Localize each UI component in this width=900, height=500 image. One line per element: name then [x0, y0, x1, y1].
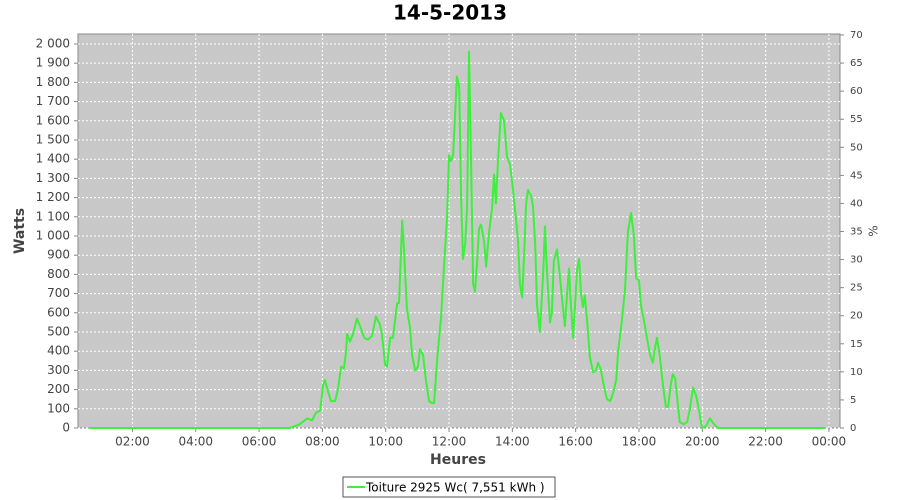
y-tick-label: 500 — [47, 324, 70, 338]
y-tick-label: 300 — [47, 363, 70, 377]
y2-tick-label: 45 — [850, 170, 863, 181]
y-tick-label: 1 100 — [36, 209, 70, 223]
y2-tick-label: 60 — [850, 86, 863, 97]
y-tick-label: 400 — [47, 344, 70, 358]
x-tick-label: 20:00 — [685, 435, 720, 449]
x-tick-label: 16:00 — [558, 435, 593, 449]
chart-title: 14-5-2013 — [393, 1, 507, 25]
y-tick-label: 800 — [47, 267, 70, 281]
y2-tick-label: 10 — [850, 367, 863, 378]
y-axis-label: Watts — [12, 208, 28, 254]
x-axis-label: Heures — [430, 452, 486, 468]
x-tick-label: 18:00 — [622, 435, 657, 449]
y-tick-label: 100 — [47, 401, 70, 415]
y-tick-label: 1 900 — [36, 56, 70, 70]
y2-tick-label: 70 — [850, 30, 863, 41]
y2-tick-label: 30 — [850, 255, 863, 266]
y2-tick-label: 25 — [850, 283, 863, 294]
y-tick-label: 1 200 — [36, 190, 70, 204]
y2-tick-label: 0 — [850, 423, 856, 434]
y-tick-label: 600 — [47, 305, 70, 319]
y2-tick-label: 55 — [850, 114, 863, 125]
y-tick-label: 1 800 — [36, 75, 70, 89]
x-tick-label: 00:00 — [812, 435, 847, 449]
y-tick-label: 900 — [47, 248, 70, 262]
x-tick-label: 22:00 — [748, 435, 783, 449]
y-tick-label: 200 — [47, 382, 70, 396]
y2-tick-label: 50 — [850, 142, 863, 153]
y-tick-label: 1 700 — [36, 94, 70, 108]
y2-tick-label: 5 — [850, 395, 856, 406]
x-tick-label: 12:00 — [432, 435, 467, 449]
legend — [342, 476, 556, 498]
y2-tick-label: 65 — [850, 58, 863, 69]
y2-tick-label: 40 — [850, 198, 863, 209]
x-tick-label: 02:00 — [115, 435, 150, 449]
y2-tick-label: 15 — [850, 339, 863, 350]
y-tick-label: 2 000 — [36, 36, 70, 50]
x-tick-label: 06:00 — [242, 435, 277, 449]
x-tick-label: 10:00 — [368, 435, 403, 449]
y-tick-label: 0 — [62, 421, 70, 435]
x-tick-label: 04:00 — [178, 435, 213, 449]
y-tick-label: 1 600 — [36, 113, 70, 127]
x-tick-label: 08:00 — [305, 435, 340, 449]
y-tick-label: 700 — [47, 286, 70, 300]
x-tick-label: 14:00 — [495, 435, 530, 449]
y2-tick-label: 20 — [850, 311, 863, 322]
y-tick-label: 1 000 — [36, 228, 70, 242]
y-tick-label: 1 500 — [36, 132, 70, 146]
data-line — [90, 50, 825, 429]
y2-tick-label: 35 — [850, 227, 863, 238]
y2-axis-label: % — [867, 225, 881, 236]
y-tick-label: 1 400 — [36, 152, 70, 166]
y-tick-label: 1 300 — [36, 171, 70, 185]
legend-label: Toiture 2925 Wc( 7,551 kWh ) — [365, 481, 545, 495]
